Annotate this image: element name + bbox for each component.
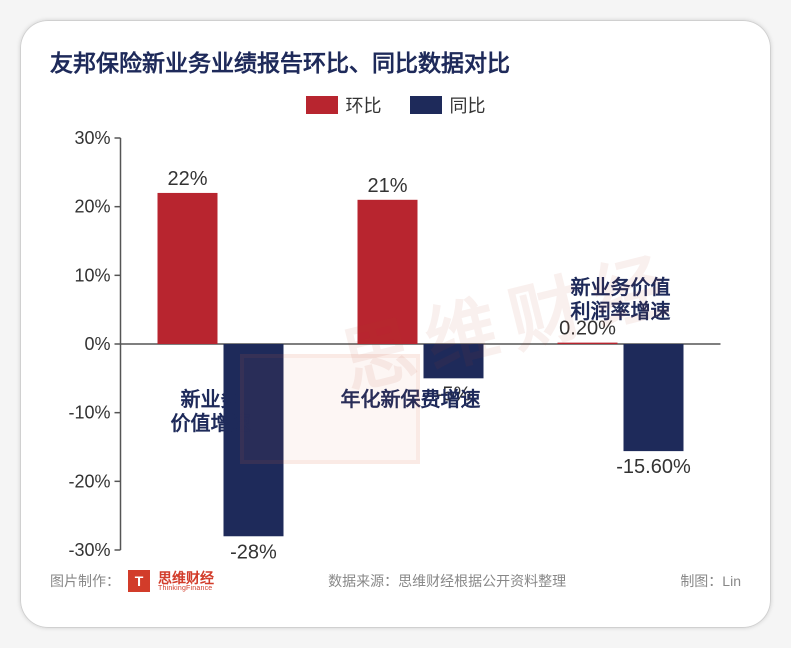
svg-text:-10%: -10% xyxy=(68,403,110,423)
svg-text:新业务: 新业务 xyxy=(181,387,242,411)
svg-text:-15.60%: -15.60% xyxy=(616,456,691,478)
svg-text:年化新保费增速: 年化新保费增速 xyxy=(341,387,481,411)
svg-text:10%: 10% xyxy=(74,265,110,285)
footer-source: 数据来源：思维财经根据公开资料整理 xyxy=(328,571,566,591)
legend-swatch-2 xyxy=(410,96,442,114)
legend: 环比 同比 xyxy=(50,92,741,118)
svg-text:22%: 22% xyxy=(167,168,207,190)
legend-label-2: 同比 xyxy=(450,92,486,118)
svg-text:30%: 30% xyxy=(74,128,110,148)
svg-text:-28%: -28% xyxy=(230,541,277,563)
svg-text:21%: 21% xyxy=(367,175,407,197)
footer-author: 制图：Lin xyxy=(680,571,741,591)
svg-text:-20%: -20% xyxy=(68,471,110,491)
svg-text:价值增速: 价值增速 xyxy=(171,411,251,435)
legend-swatch-1 xyxy=(306,96,338,114)
legend-item-series2: 同比 xyxy=(410,92,486,118)
chart-card: 友邦保险新业务业绩报告环比、同比数据对比 环比 同比 思维财经 -30% -20%… xyxy=(20,20,771,628)
svg-text:0%: 0% xyxy=(84,334,110,354)
svg-text:20%: 20% xyxy=(74,197,110,217)
chart-title: 友邦保险新业务业绩报告环比、同比数据对比 xyxy=(50,44,741,78)
svg-text:新业务价值: 新业务价值 xyxy=(571,275,671,299)
logo-en: ThinkingFinance xyxy=(158,585,214,592)
logo-cn: 思维财经 xyxy=(158,571,214,585)
logo-icon: T xyxy=(128,570,150,592)
footer-make-label: 图片制作： xyxy=(50,571,120,591)
legend-label-1: 环比 xyxy=(346,92,382,118)
logo-text: 思维财经 ThinkingFinance xyxy=(158,571,214,592)
footer: 图片制作： T 思维财经 ThinkingFinance 数据来源：思维财经根据… xyxy=(50,570,741,592)
svg-text:-30%: -30% xyxy=(68,540,110,560)
chart-area: 思维财经 -30%-20%-10%0%10%20%30%22%-28%新业务价值… xyxy=(50,124,741,564)
chart-svg: -30% -20% -10% 0% 10% 20% 30% 22% -28% 新业务价值增速 21%… xyxy=(50,124,741,564)
footer-left: 图片制作： T 思维财经 ThinkingFinance xyxy=(50,570,214,592)
svg-text:利润率增速: 利润率增速 xyxy=(571,299,671,323)
legend-item-series1: 环比 xyxy=(306,92,382,118)
